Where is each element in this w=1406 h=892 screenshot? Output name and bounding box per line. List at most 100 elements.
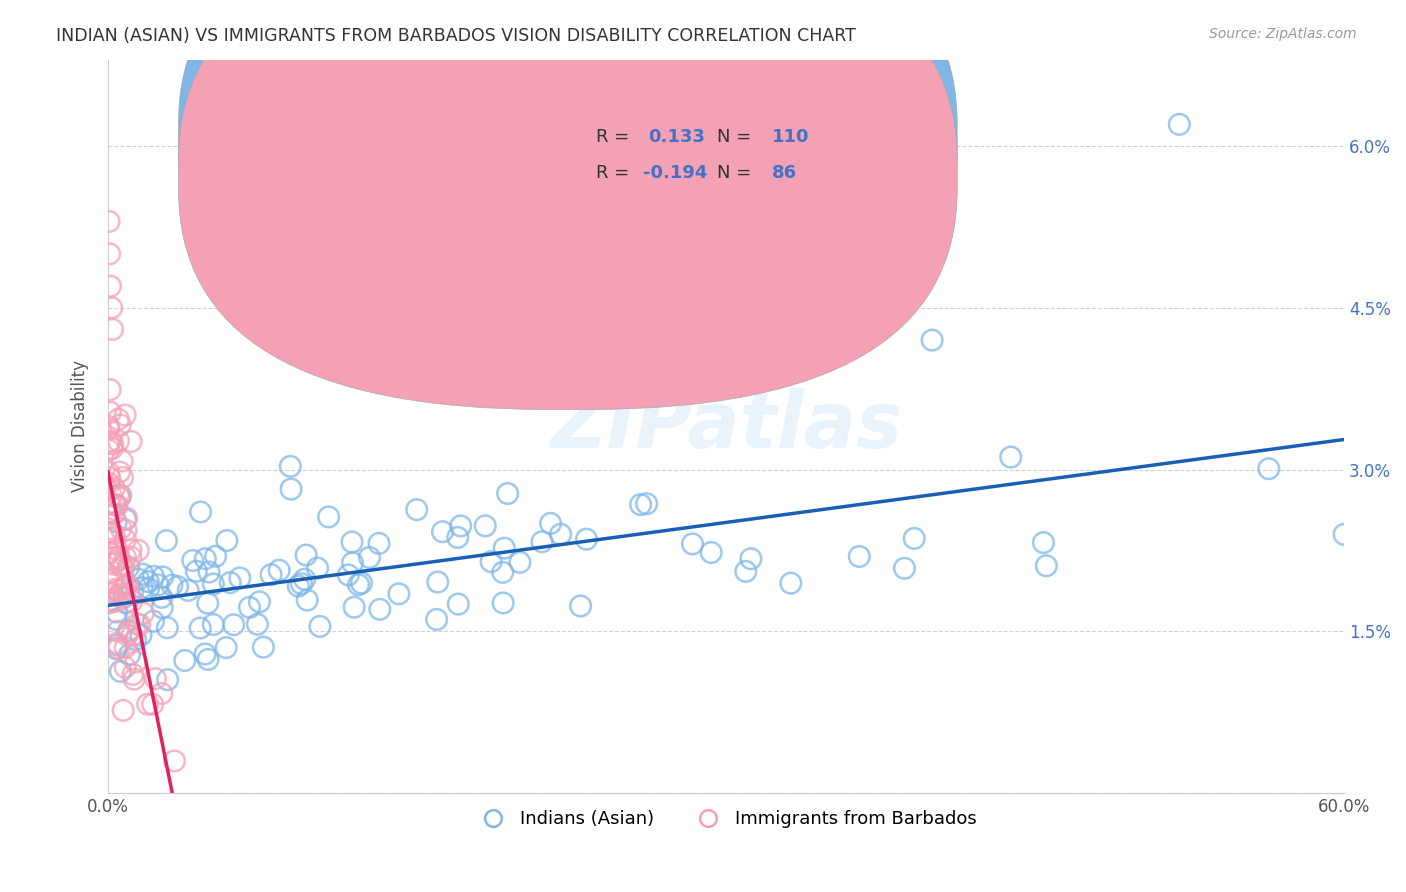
Point: [194, 551, 217, 566]
Point: [177, 583, 200, 598]
Point: [540, 516, 562, 531]
Point: [474, 519, 496, 533]
Point: [104, 530, 127, 544]
Point: [97, 443, 120, 458]
Point: [107, 412, 129, 426]
Point: [1333, 527, 1355, 541]
Point: [105, 499, 128, 513]
Point: [124, 632, 146, 647]
Point: [98, 532, 121, 546]
Text: ZIPatlas: ZIPatlas: [550, 389, 903, 465]
Point: [117, 576, 139, 591]
Point: [97, 436, 120, 450]
Point: [108, 553, 131, 567]
Point: [132, 567, 155, 582]
Point: [112, 703, 135, 717]
Point: [550, 527, 572, 541]
Point: [215, 533, 238, 548]
Point: [636, 497, 658, 511]
Point: [114, 408, 136, 422]
Point: [142, 698, 165, 712]
Point: [252, 640, 274, 654]
Point: [163, 754, 186, 768]
Point: [101, 442, 124, 456]
Point: [97, 422, 120, 436]
Point: [101, 322, 124, 336]
Point: [359, 550, 381, 565]
Point: [492, 596, 515, 610]
Point: [110, 522, 132, 536]
Point: [152, 570, 174, 584]
Point: [188, 621, 211, 635]
Point: [309, 619, 332, 633]
Point: [318, 509, 340, 524]
Point: [138, 581, 160, 595]
Point: [150, 591, 173, 605]
Point: [114, 550, 136, 565]
Point: [186, 564, 208, 578]
Point: [1257, 461, 1279, 475]
Point: [98, 594, 121, 608]
Point: [121, 594, 143, 608]
Point: [204, 549, 226, 564]
Point: [368, 536, 391, 550]
Point: [111, 559, 134, 574]
Point: [1000, 450, 1022, 464]
Point: [290, 576, 312, 591]
Point: [903, 532, 925, 546]
Point: [117, 628, 139, 642]
Point: [136, 574, 159, 589]
Point: [114, 512, 136, 526]
Point: [100, 279, 122, 293]
Point: [132, 606, 155, 620]
Point: [197, 652, 219, 666]
Text: N =: N =: [717, 128, 758, 145]
Point: [496, 486, 519, 500]
Point: [479, 555, 502, 569]
Point: [105, 605, 128, 619]
Point: [682, 537, 704, 551]
Point: [136, 697, 159, 711]
Point: [110, 587, 132, 601]
Point: [145, 672, 167, 686]
Point: [1168, 117, 1191, 131]
Point: [1032, 535, 1054, 549]
Point: [142, 615, 165, 629]
Point: [127, 616, 149, 631]
Point: [110, 489, 132, 503]
Point: [111, 454, 134, 468]
Text: Source: ZipAtlas.com: Source: ZipAtlas.com: [1209, 27, 1357, 41]
Point: [347, 578, 370, 592]
Point: [569, 599, 592, 613]
Point: [120, 434, 142, 449]
Point: [388, 587, 411, 601]
Point: [156, 673, 179, 687]
Text: 110: 110: [772, 128, 810, 145]
Point: [131, 581, 153, 595]
Point: [426, 575, 449, 590]
FancyBboxPatch shape: [529, 103, 911, 206]
Point: [101, 525, 124, 540]
Point: [734, 565, 756, 579]
Point: [100, 489, 122, 503]
Point: [222, 617, 245, 632]
Point: [108, 417, 131, 432]
Point: [197, 596, 219, 610]
Point: [492, 566, 515, 580]
Point: [97, 546, 120, 560]
Point: [142, 569, 165, 583]
Point: [105, 498, 128, 512]
Point: [98, 434, 121, 448]
Point: [97, 466, 120, 480]
Point: [101, 437, 124, 451]
Point: [108, 465, 131, 479]
Point: [260, 567, 283, 582]
Point: [103, 558, 125, 572]
Point: [105, 612, 128, 626]
Point: [98, 471, 121, 485]
Point: [98, 247, 121, 261]
Point: [779, 576, 801, 591]
Point: [246, 617, 269, 632]
Point: [740, 551, 762, 566]
Y-axis label: Vision Disability: Vision Disability: [72, 360, 89, 492]
